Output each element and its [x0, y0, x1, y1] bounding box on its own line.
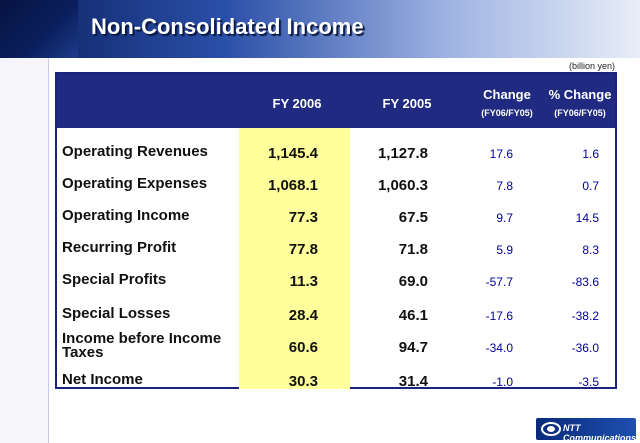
row-fy2005-value: 94.7 [398, 339, 428, 356]
col-change-sub: (FY06/FY05) [481, 108, 533, 118]
row-fy2006-value: 11.3 [289, 273, 318, 290]
col-fy2006: FY 2006 [272, 96, 322, 111]
company-logo: NTT Communications [536, 418, 637, 443]
col-fy2005: FY 2005 [382, 96, 432, 111]
row-label: Income before Income Taxes [62, 330, 222, 361]
row-fy2005-value: 46.1 [398, 307, 428, 324]
row-change-value: -57.7 [485, 275, 513, 289]
row-pct-change-value: -36.0 [571, 341, 599, 355]
row-label: Net Income [62, 371, 143, 388]
row-change-value: -1.0 [492, 375, 513, 389]
row-fy2005-value: 1,060.3 [377, 177, 428, 194]
unit-note: (billion yen) [568, 61, 615, 71]
logo-text: NTT Communications [563, 423, 637, 443]
row-label: Operating Expenses [62, 175, 208, 192]
fy2006-highlight-column [239, 128, 350, 389]
row-fy2006-value: 77.8 [288, 241, 318, 258]
row-label: Operating Income [62, 207, 190, 224]
row-fy2005-value: 31.4 [398, 373, 428, 390]
row-fy2006-value: 28.4 [288, 307, 318, 324]
row-pct-change-value: -83.6 [571, 275, 599, 289]
row-fy2005-value: 69.0 [398, 273, 428, 290]
row-fy2006-value: 1,068.1 [267, 177, 318, 194]
table-header: FY 2006 FY 2005 Change (FY06/FY05) % Cha… [57, 74, 615, 128]
row-fy2006-value: 1,145.4 [267, 145, 318, 162]
table-row: Operating Income 77.3 67.5 9.7 14.5 [57, 202, 615, 232]
row-pct-change-value: 14.5 [575, 211, 599, 225]
row-change-value: 5.9 [496, 243, 513, 257]
table-row: Special Profits 11.3 69.0 -57.7 -83.6 [57, 266, 615, 296]
row-change-value: 7.8 [496, 179, 513, 193]
col-pct-change: % Change [548, 87, 612, 102]
table-row: Net Income 30.3 31.4 -1.0 -3.5 [57, 366, 615, 396]
row-label: Special Losses [62, 305, 171, 322]
col-change: Change [483, 87, 531, 102]
row-pct-change-value: -3.5 [578, 375, 599, 389]
row-fy2006-value: 60.6 [288, 339, 318, 356]
row-change-value: -34.0 [485, 341, 513, 355]
row-fy2005-value: 71.8 [398, 241, 428, 258]
logo-swirl-icon [541, 422, 561, 436]
title-banner [0, 0, 640, 58]
banner-corner [0, 0, 78, 58]
row-fy2006-value: 77.3 [288, 209, 318, 226]
table-row: Operating Revenues 1,145.4 1,127.8 17.6 1.6 [57, 138, 615, 168]
left-margin-panel [0, 58, 49, 443]
table-row: Operating Expenses 1,068.1 1,060.3 7.8 0.7 [57, 170, 615, 200]
table-row: Recurring Profit 77.8 71.8 5.9 8.3 [57, 234, 615, 264]
row-change-value: 9.7 [496, 211, 513, 225]
col-pct-change-sub: (FY06/FY05) [554, 108, 606, 118]
row-pct-change-value: 8.3 [582, 243, 599, 257]
row-label: Special Profits [62, 271, 167, 288]
table-row: Income before Income Taxes 60.6 94.7 -34.0 -… [57, 330, 615, 362]
page-title: Non-Consolidated Income [91, 14, 364, 39]
table-row: Special Losses 28.4 46.1 -17.6 -38.2 [57, 300, 615, 330]
row-label: Recurring Profit [62, 239, 177, 256]
row-pct-change-value: 1.6 [582, 147, 599, 161]
row-change-value: 17.6 [489, 147, 513, 161]
row-pct-change-value: -38.2 [571, 309, 599, 323]
income-table: FY 2006 FY 2005 Change (FY06/FY05) % Cha… [55, 72, 617, 390]
row-change-value: -17.6 [485, 309, 513, 323]
row-pct-change-value: 0.7 [582, 179, 599, 193]
row-fy2005-value: 1,127.8 [377, 145, 428, 162]
row-label: Operating Revenues [62, 143, 208, 160]
row-fy2006-value: 30.3 [288, 373, 318, 390]
row-fy2005-value: 67.5 [398, 209, 428, 226]
